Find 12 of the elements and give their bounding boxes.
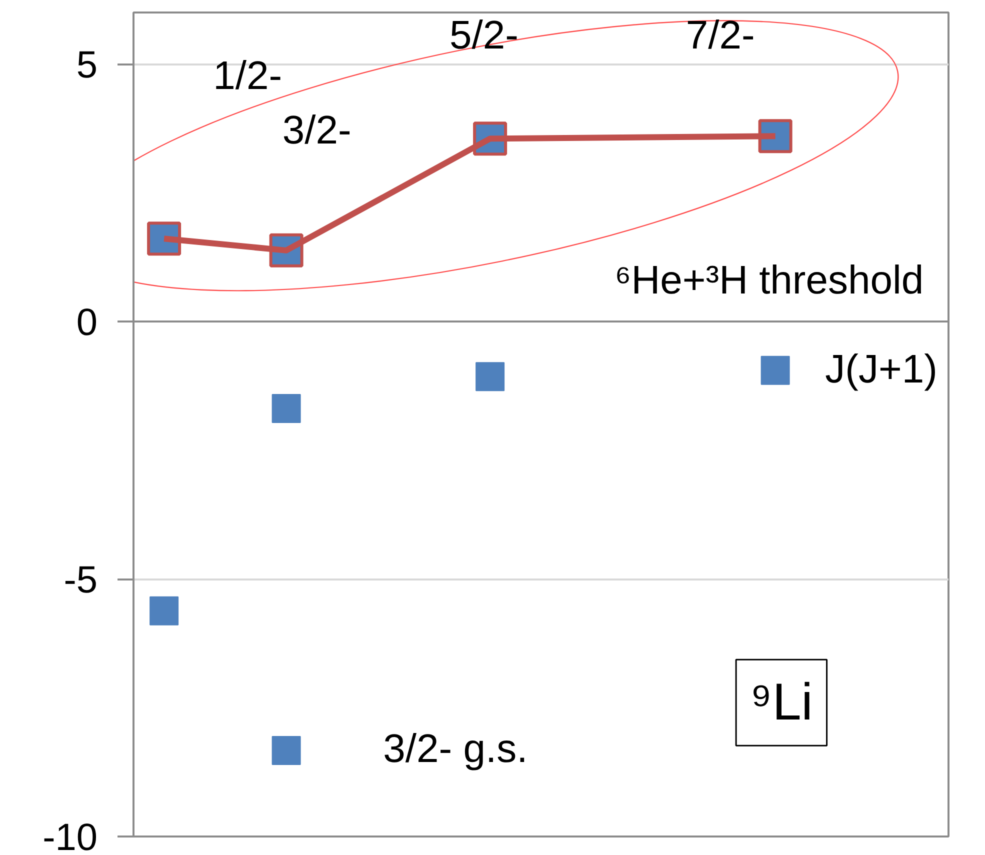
annotation: ⁶He+³H threshold [614,258,924,302]
annotation: J(J+1) [825,347,938,392]
y-tick-label: -10 [42,817,98,855]
annotation: 5/2- [449,14,518,58]
annotation: 3/2- g.s. [383,726,528,771]
annotation: 1/2- [213,54,282,98]
annotation: 7/2- [686,14,755,58]
y-tick-label: -5 [64,560,98,602]
y-tick-label: 0 [76,302,98,344]
annotation: 3/2- [282,108,352,152]
annotation: ⁹Li [750,674,813,732]
y-tick-label: 5 [76,44,98,86]
